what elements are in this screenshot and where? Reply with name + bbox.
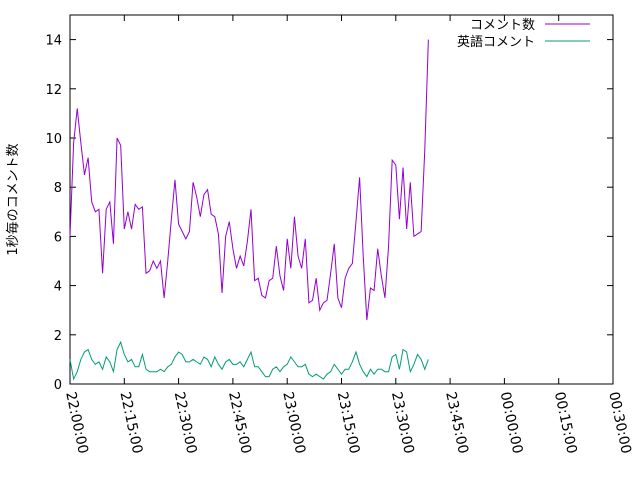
x-tick-label: 23:00:00 [279, 390, 308, 455]
x-tick-label: 00:30:00 [605, 390, 634, 455]
legend-label: 英語コメント [457, 34, 535, 50]
x-tick-label: 22:15:00 [116, 390, 145, 455]
x-tick-label: 22:45:00 [225, 390, 254, 455]
y-tick-label: 0 [54, 378, 62, 393]
y-tick-label: 2 [54, 329, 62, 344]
x-tick-label: 23:15:00 [334, 390, 363, 455]
y-axis-label: 1秒毎のコメント数 [5, 143, 21, 255]
y-tick-label: 8 [54, 181, 62, 196]
legend-label: コメント数 [470, 18, 535, 33]
y-tick-label: 4 [54, 280, 62, 295]
x-tick-label: 22:30:00 [171, 390, 200, 455]
y-axis-ticks: 0 2 4 6 8 10 12 14 [45, 34, 613, 393]
y-tick-label: 6 [54, 230, 62, 245]
x-tick-label: 00:00:00 [497, 390, 526, 455]
y-tick-label: 14 [45, 34, 62, 49]
series-line-1 [69, 39, 429, 321]
x-axis-ticks: 22:00:00 22:15:00 22:30:00 22:45:00 23:00:00… [62, 15, 634, 455]
x-tick-label: 00:15:00 [551, 390, 580, 455]
x-tick-label: 23:45:00 [442, 390, 471, 455]
x-tick-label: 22:00:00 [62, 390, 91, 455]
y-tick-label: 12 [45, 83, 62, 98]
series-lines [69, 39, 429, 381]
y-tick-label: 10 [45, 132, 62, 147]
x-tick-label: 23:30:00 [388, 390, 417, 455]
series-line-2 [69, 340, 429, 381]
plot-frame [69, 14, 614, 385]
